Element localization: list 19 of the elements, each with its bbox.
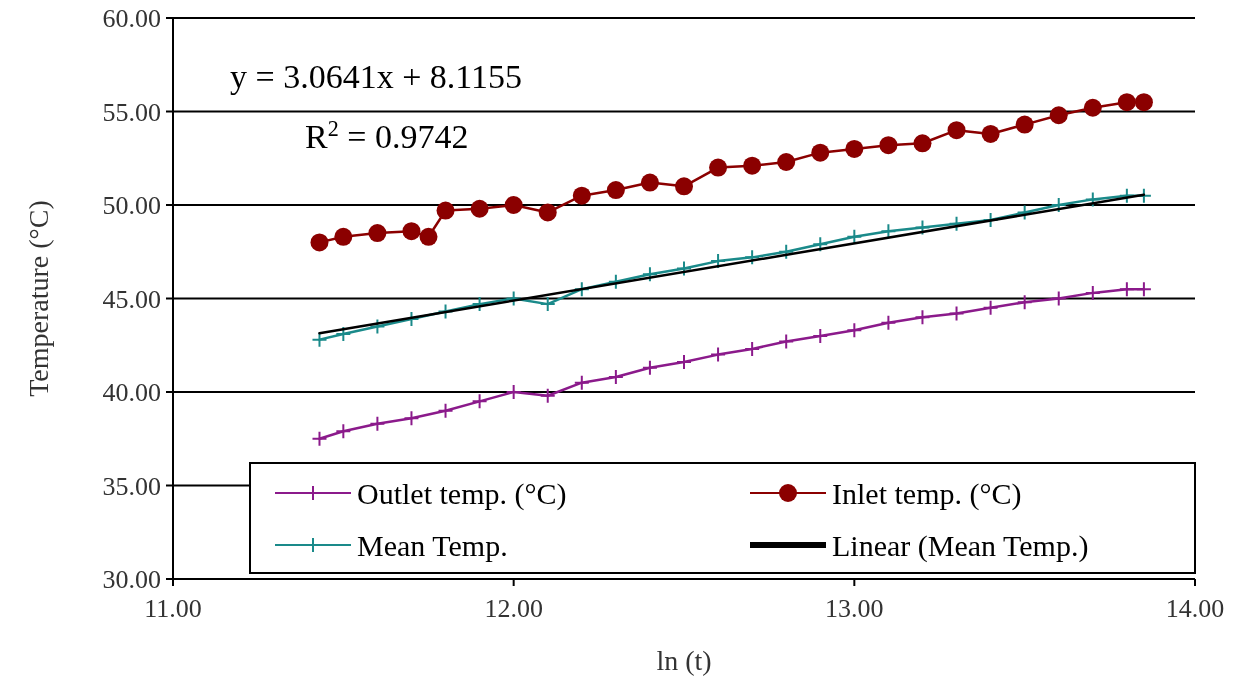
legend-label: Inlet temp. (°C) [832,476,1022,511]
y-tick-label: 45.00 [102,284,161,314]
y-tick-label: 40.00 [102,378,161,408]
y-tick-label: 50.00 [102,191,161,221]
y-tick-label: 60.00 [102,4,161,34]
x-tick-label: 14.00 [1165,594,1225,623]
x-tick-label: 11.00 [144,594,202,623]
legend-label: Mean Temp. [357,528,508,562]
x-axis-title: ln (t) [656,645,712,676]
x-tick-label: 13.00 [825,594,884,623]
x-tick-label: 12.00 [484,594,543,623]
annotation: R$^{2}$ = 0.9742 [305,115,469,155]
y-tick-label: 35.00 [102,471,161,501]
legend-label: Outlet temp. (°C) [357,476,567,511]
y-tick-label: 55.00 [102,97,161,127]
y-tick-label: 30.00 [102,565,161,595]
y-axis-title: Temperature (°C) [23,200,54,397]
annotation: y = 3.0641x + 8.1155 [230,58,523,95]
legend-label: Linear (Mean Temp.) [832,528,1089,563]
